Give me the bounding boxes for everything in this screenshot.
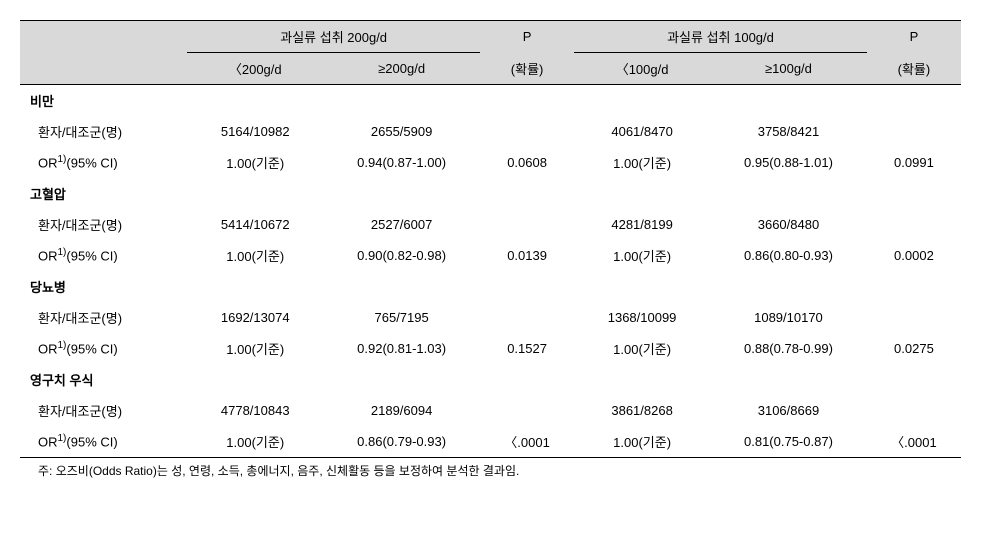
header-lt100: 〈100g/d (574, 53, 710, 85)
table-row: OR1)(95% CI) 1.00(기준) 0.86(0.79-0.93) 〈.… (20, 426, 961, 458)
header-group-100: 과실류 섭취 100g/d (574, 21, 867, 53)
row-label-or: OR1)(95% CI) (20, 333, 187, 364)
cell: 1089/10170 (710, 302, 867, 333)
cell: 0.95(0.88-1.01) (710, 147, 867, 178)
table-row: 환자/대조군(명) 1692/13074 765/7195 1368/10099… (20, 302, 961, 333)
or-prefix: OR (38, 156, 58, 171)
cell: 1.00(기준) (574, 333, 710, 364)
cell: 1692/13074 (187, 302, 323, 333)
cell: 0.1527 (480, 333, 574, 364)
cell: 3106/8669 (710, 395, 867, 426)
cell: 0.0608 (480, 147, 574, 178)
cell (480, 116, 574, 147)
table-row: OR1)(95% CI) 1.00(기준) 0.92(0.81-1.03) 0.… (20, 333, 961, 364)
cell: 4061/8470 (574, 116, 710, 147)
cell: 〈.0001 (867, 426, 961, 458)
cell: 0.90(0.82-0.98) (323, 240, 480, 271)
cell: 〈.0001 (480, 426, 574, 458)
or-prefix: OR (38, 435, 58, 450)
cell: 4281/8199 (574, 209, 710, 240)
section-title-hypertension: 고혈압 (20, 178, 961, 209)
header-lt200: 〈200g/d (187, 53, 323, 85)
header-p1-label: P (480, 21, 574, 53)
table-body: 비만 환자/대조군(명) 5164/10982 2655/5909 4061/8… (20, 85, 961, 458)
cell: 765/7195 (323, 302, 480, 333)
cell: 0.88(0.78-0.99) (710, 333, 867, 364)
section-hypertension: 고혈압 (20, 178, 961, 209)
cell: 0.0991 (867, 147, 961, 178)
cell (867, 116, 961, 147)
or-suffix: (95% CI) (66, 249, 117, 264)
cell: 0.86(0.80-0.93) (710, 240, 867, 271)
section-title-caries: 영구치 우식 (20, 364, 961, 395)
or-suffix: (95% CI) (66, 435, 117, 450)
cell: 3660/8480 (710, 209, 867, 240)
header-p2-label: P (867, 21, 961, 53)
table-header: 과실류 섭취 200g/d P 과실류 섭취 100g/d P 〈200g/d … (20, 21, 961, 85)
cell: 1.00(기준) (187, 240, 323, 271)
cell: 1.00(기준) (574, 147, 710, 178)
cell: 0.0002 (867, 240, 961, 271)
data-table: 과실류 섭취 200g/d P 과실류 섭취 100g/d P 〈200g/d … (20, 20, 961, 458)
section-title-diabetes: 당뇨병 (20, 271, 961, 302)
row-label: 환자/대조군(명) (20, 209, 187, 240)
section-obesity: 비만 (20, 85, 961, 117)
cell: 1.00(기준) (574, 426, 710, 458)
cell (480, 209, 574, 240)
footnote: 주: 오즈비(Odds Ratio)는 성, 연령, 소득, 총에너지, 음주,… (20, 458, 979, 479)
row-label-or: OR1)(95% CI) (20, 147, 187, 178)
header-p2-sub: (확률) (867, 53, 961, 85)
cell: 0.94(0.87-1.00) (323, 147, 480, 178)
or-prefix: OR (38, 342, 58, 357)
cell: 3861/8268 (574, 395, 710, 426)
cell: 0.81(0.75-0.87) (710, 426, 867, 458)
table-row: 환자/대조군(명) 4778/10843 2189/6094 3861/8268… (20, 395, 961, 426)
cell: 4778/10843 (187, 395, 323, 426)
cell (867, 302, 961, 333)
cell: 3758/8421 (710, 116, 867, 147)
row-label-or: OR1)(95% CI) (20, 240, 187, 271)
header-ge100: ≥100g/d (710, 53, 867, 85)
cell: 0.86(0.79-0.93) (323, 426, 480, 458)
cell (867, 209, 961, 240)
section-diabetes: 당뇨병 (20, 271, 961, 302)
row-label: 환자/대조군(명) (20, 302, 187, 333)
cell: 1.00(기준) (574, 240, 710, 271)
row-label-or: OR1)(95% CI) (20, 426, 187, 458)
cell: 0.0139 (480, 240, 574, 271)
section-title-obesity: 비만 (20, 85, 961, 117)
or-suffix: (95% CI) (66, 156, 117, 171)
cell (480, 302, 574, 333)
header-ge200: ≥200g/d (323, 53, 480, 85)
cell: 2655/5909 (323, 116, 480, 147)
cell: 1368/10099 (574, 302, 710, 333)
cell: 1.00(기준) (187, 333, 323, 364)
cell: 0.92(0.81-1.03) (323, 333, 480, 364)
section-caries: 영구치 우식 (20, 364, 961, 395)
row-label: 환자/대조군(명) (20, 116, 187, 147)
table-row: OR1)(95% CI) 1.00(기준) 0.90(0.82-0.98) 0.… (20, 240, 961, 271)
cell (480, 395, 574, 426)
table-row: 환자/대조군(명) 5414/10672 2527/6007 4281/8199… (20, 209, 961, 240)
cell (867, 395, 961, 426)
or-prefix: OR (38, 249, 58, 264)
cell: 1.00(기준) (187, 426, 323, 458)
header-p1-sub: (확률) (480, 53, 574, 85)
cell: 5414/10672 (187, 209, 323, 240)
or-suffix: (95% CI) (66, 342, 117, 357)
cell: 0.0275 (867, 333, 961, 364)
header-blank (20, 21, 187, 85)
table-row: OR1)(95% CI) 1.00(기준) 0.94(0.87-1.00) 0.… (20, 147, 961, 178)
cell: 5164/10982 (187, 116, 323, 147)
header-group-200: 과실류 섭취 200g/d (187, 21, 480, 53)
cell: 2527/6007 (323, 209, 480, 240)
cell: 2189/6094 (323, 395, 480, 426)
row-label: 환자/대조군(명) (20, 395, 187, 426)
table-row: 환자/대조군(명) 5164/10982 2655/5909 4061/8470… (20, 116, 961, 147)
cell: 1.00(기준) (187, 147, 323, 178)
